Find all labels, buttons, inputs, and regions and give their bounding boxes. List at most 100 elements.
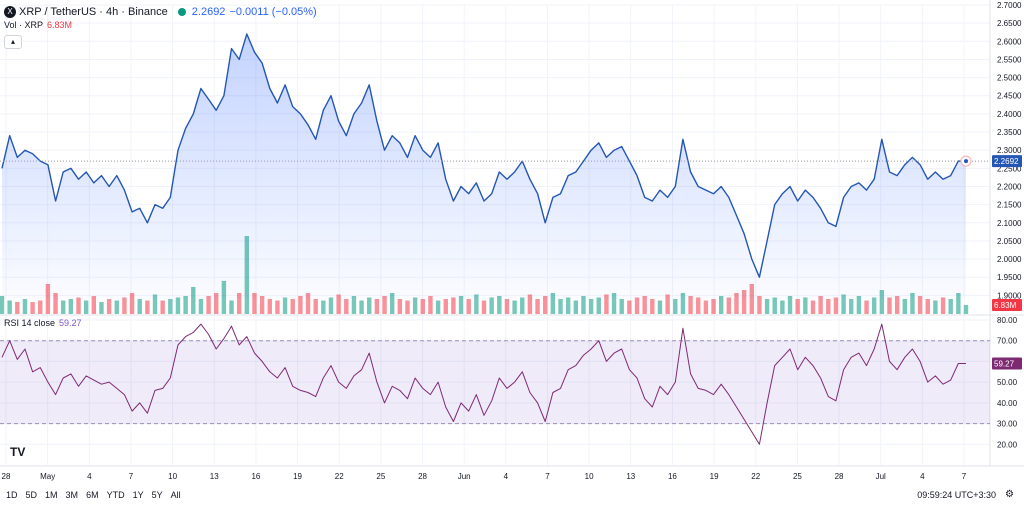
volume-bar <box>581 296 586 314</box>
last-price-dot <box>964 159 968 164</box>
last-price-tag-label: 2.2692 <box>994 157 1019 166</box>
volume-bar <box>604 294 609 314</box>
volume-bar <box>22 299 28 314</box>
timeframe-all[interactable]: All <box>170 490 181 500</box>
volume-tag <box>992 299 1022 311</box>
time-axis-label: 16 <box>251 472 260 481</box>
time-axis-label: 19 <box>710 472 719 481</box>
volume-bar <box>114 300 119 314</box>
volume-bar <box>206 296 211 314</box>
rsi-value-tag-label: 59.27 <box>994 360 1015 369</box>
volume-bar <box>650 299 655 314</box>
volume-bar <box>527 294 533 314</box>
market-open-status-icon <box>177 8 186 16</box>
volume-bar <box>726 297 732 314</box>
timeframe-3m[interactable]: 3M <box>65 490 79 500</box>
volume-tag-label: 6.83M <box>994 301 1017 310</box>
volume-bar <box>588 299 594 314</box>
volume-bar <box>627 300 632 314</box>
price-axis-label: 2.4000 <box>997 110 1022 119</box>
current-price: 2.2692 <box>191 6 226 18</box>
volume-bar <box>550 293 556 314</box>
volume-bar <box>389 293 395 314</box>
volume-bar <box>474 294 479 314</box>
timeframe-ytd[interactable]: YTD <box>106 490 125 500</box>
time-axis-label: 7 <box>129 472 134 481</box>
time-axis-label: 25 <box>376 472 385 481</box>
collapse-legend-button[interactable]: ▴ <box>4 35 22 49</box>
timeframe-1y[interactable]: 1Y <box>132 490 144 500</box>
time-axis-label: Jul <box>876 472 886 481</box>
volume-bar <box>940 297 946 314</box>
utc-clock[interactable]: 09:59:24 UTC+3:30 <box>917 490 996 500</box>
volume-bar <box>826 299 831 314</box>
volume-bar <box>887 297 892 314</box>
time-axis-label: 16 <box>668 472 677 481</box>
volume-bar <box>772 297 777 314</box>
volume-bar <box>634 297 640 314</box>
rsi-axis-label: 80.00 <box>997 316 1018 325</box>
time-axis-label: 10 <box>168 472 177 481</box>
volume-bar <box>7 300 12 314</box>
timeframe-5y[interactable]: 5Y <box>151 490 163 500</box>
volume-bar <box>53 293 58 314</box>
timeframe-6m[interactable]: 6M <box>86 490 99 500</box>
tradingview-logo[interactable]: TV <box>10 445 26 459</box>
volume-bar <box>688 296 693 314</box>
volume-bar <box>451 297 456 314</box>
volume-bar <box>856 296 862 314</box>
volume-bar <box>137 299 142 314</box>
price-axis-label: 2.1000 <box>997 219 1022 228</box>
volume-bar <box>428 296 433 314</box>
volume-bar <box>267 299 272 314</box>
price-axis-label: 2.7000 <box>997 1 1022 10</box>
price-axis-label: 1.9500 <box>997 273 1022 282</box>
volume-bar <box>412 297 418 314</box>
time-axis-label: 28 <box>835 472 844 481</box>
rsi-value: 59.27 <box>59 318 82 328</box>
price-axis-label: 2.2000 <box>997 182 1022 191</box>
symbol-title[interactable]: XRP / TetherUS · 4h · Binance <box>19 6 168 18</box>
volume-bar <box>359 300 364 314</box>
timeframe-1m[interactable]: 1M <box>45 490 58 500</box>
volume-bar <box>443 299 448 314</box>
price-axis-label: 2.2500 <box>997 164 1022 173</box>
volume-bar <box>718 296 724 314</box>
volume-bar <box>435 300 441 314</box>
time-axis-label: 7 <box>545 472 550 481</box>
volume-bar <box>879 290 885 314</box>
timeframe-1d[interactable]: 1D <box>6 490 18 500</box>
volume-bar <box>282 297 288 314</box>
price-axis-label: 2.3000 <box>997 146 1022 155</box>
price-axis-label: 2.6000 <box>997 37 1022 46</box>
volume-bar <box>61 300 66 314</box>
timeframe-5d[interactable]: 5D <box>25 490 38 500</box>
volume-bar <box>38 300 43 314</box>
volume-bar <box>512 300 517 314</box>
rsi-legend: RSI 14 close 59.27 <box>4 318 82 328</box>
volume-bar <box>420 299 425 314</box>
volume-label: Vol · XRP <box>4 20 44 30</box>
volume-bar <box>458 296 464 314</box>
volume-bar <box>917 296 923 314</box>
gear-icon[interactable]: ⚙ <box>1005 489 1014 500</box>
volume-bar <box>803 297 808 314</box>
volume-bar <box>481 300 487 314</box>
volume-bar <box>168 299 173 314</box>
time-axis-label: 13 <box>626 472 635 481</box>
price-axis-label: 1.9000 <box>997 291 1022 300</box>
time-axis-label: 19 <box>293 472 302 481</box>
time-axis-label: 25 <box>793 472 802 481</box>
volume-bar <box>849 299 854 314</box>
volume-bar <box>619 299 624 314</box>
price-axis-label: 2.3500 <box>997 128 1022 137</box>
volume-bar <box>367 297 372 314</box>
volume-bar <box>336 294 341 314</box>
volume-bar <box>787 296 793 314</box>
last-price-tag <box>992 155 1022 168</box>
price-change: −0.0011 (−0.05%) <box>229 6 317 18</box>
volume-bar <box>489 297 494 314</box>
volume-bar <box>864 300 869 314</box>
time-axis-label: 28 <box>2 472 11 481</box>
